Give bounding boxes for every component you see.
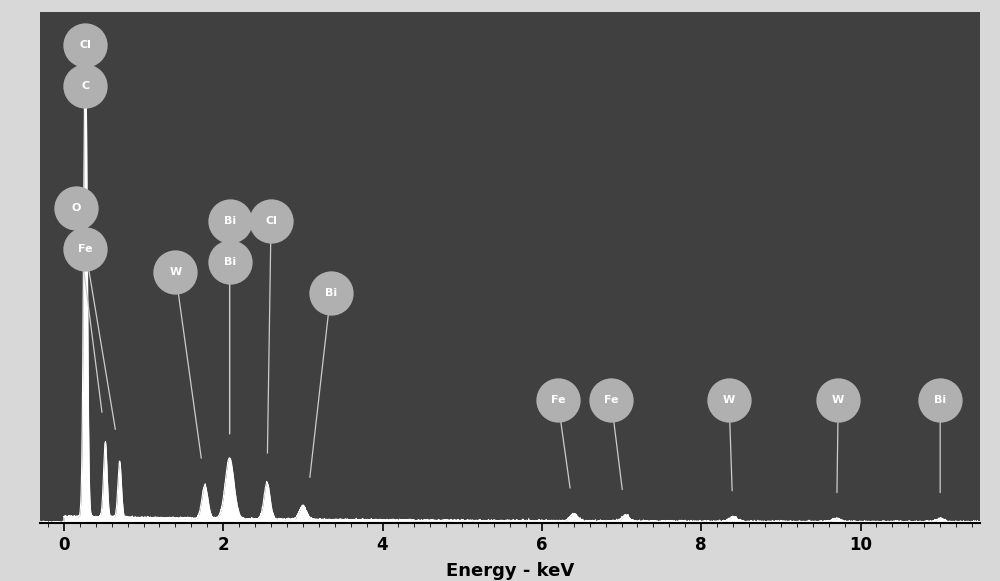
- Text: C: C: [81, 81, 89, 91]
- Point: [167, 268, 183, 277]
- Text: Bi: Bi: [224, 257, 236, 267]
- Point: [77, 40, 93, 49]
- Text: Bi: Bi: [934, 395, 946, 405]
- Text: W: W: [169, 267, 182, 277]
- Text: Cl: Cl: [79, 40, 91, 50]
- Point: [68, 204, 84, 213]
- Text: W: W: [723, 395, 735, 405]
- Point: [932, 396, 948, 405]
- Text: O: O: [71, 203, 81, 213]
- Text: Bi: Bi: [325, 288, 337, 298]
- Point: [77, 245, 93, 254]
- Point: [222, 217, 238, 226]
- Point: [550, 396, 566, 405]
- Point: [77, 81, 93, 91]
- Text: Fe: Fe: [78, 245, 93, 254]
- Text: Fe: Fe: [551, 395, 565, 405]
- Text: Cl: Cl: [265, 216, 277, 226]
- Text: Fe: Fe: [604, 395, 618, 405]
- X-axis label: Energy - keV: Energy - keV: [446, 562, 574, 580]
- Point: [721, 396, 737, 405]
- Text: W: W: [832, 395, 844, 405]
- Point: [263, 217, 279, 226]
- Point: [603, 396, 619, 405]
- Point: [830, 396, 846, 405]
- Point: [323, 288, 339, 297]
- Text: Bi: Bi: [224, 216, 236, 226]
- Point: [222, 257, 238, 267]
